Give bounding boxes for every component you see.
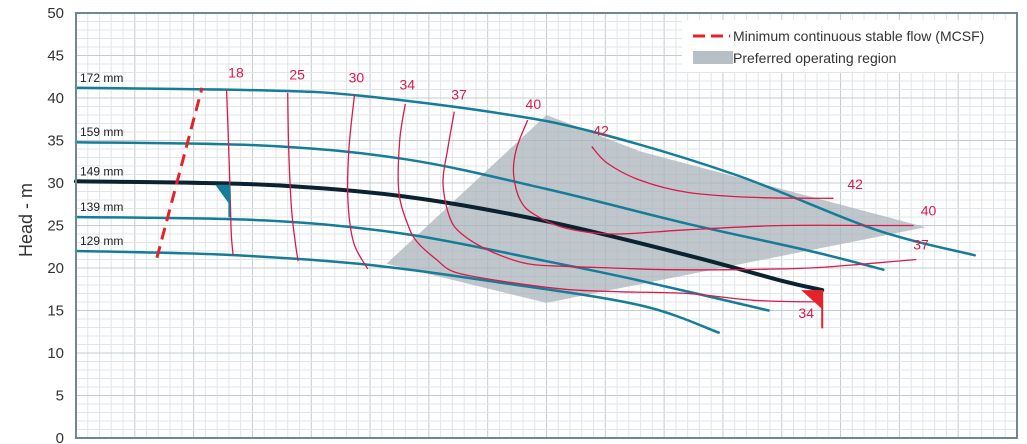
y-tick-label: 0 xyxy=(56,430,64,444)
legend-background xyxy=(682,20,1016,72)
impeller-curve-139-mm xyxy=(74,215,770,312)
y-tick-label: 5 xyxy=(56,388,64,405)
y-axis: 0 5 10 15 20 25 30 35 40 45 50 xyxy=(47,5,64,444)
efficiency-label-40: 40 xyxy=(526,96,542,112)
legend-region-label: Preferred operating region xyxy=(733,50,896,66)
efficiency-contour-40 xyxy=(512,119,914,235)
impeller-curve-172-mm xyxy=(74,86,976,257)
curve-label-172-mm: 172 mm xyxy=(80,71,123,85)
efficiency-contour-25 xyxy=(287,92,299,262)
efficiency-label-40: 40 xyxy=(921,202,937,218)
y-tick-label: 35 xyxy=(47,133,64,150)
efficiency-label-34: 34 xyxy=(399,77,415,93)
efficiency-label-37: 37 xyxy=(913,236,929,252)
efficiency-label-30: 30 xyxy=(349,70,365,86)
efficiency-label-42: 42 xyxy=(847,176,863,192)
efficiency-label-37: 37 xyxy=(451,87,467,103)
legend: Minimum continuous stable flow (MCSF) Pr… xyxy=(682,20,1016,72)
plot-frame xyxy=(75,12,1018,439)
y-tick-label: 40 xyxy=(47,90,64,107)
y-tick-label: 45 xyxy=(47,48,64,65)
efficiency-contour-34 xyxy=(397,103,820,303)
curve-label-159-mm: 159 mm xyxy=(80,125,123,139)
y-axis-title: Head - m xyxy=(16,183,36,257)
efficiency-label-18: 18 xyxy=(228,65,244,81)
y-tick-label: 25 xyxy=(47,218,64,235)
efficiency-contours-layer xyxy=(225,90,917,303)
labels-layer: 172 mm 159 mm 149 mm 139 mm 129 mm 18 25 30 34 37… xyxy=(80,65,937,322)
mcsf-flag-marker xyxy=(215,184,230,205)
impeller-curve-159-mm xyxy=(74,140,885,271)
efficiency-contour-37 xyxy=(442,111,917,271)
y-tick-label: 20 xyxy=(47,260,64,277)
impeller-curve-129-mm xyxy=(74,249,720,334)
efficiency-contour-30 xyxy=(346,94,369,270)
efficiency-label-34: 34 xyxy=(798,305,814,321)
y-tick-label: 10 xyxy=(47,345,64,362)
curve-label-139-mm: 139 mm xyxy=(80,200,123,214)
y-tick-label: 15 xyxy=(47,303,64,320)
legend-mcsf-label: Minimum continuous stable flow (MCSF) xyxy=(733,28,984,44)
y-tick-label: 30 xyxy=(47,175,64,192)
markers-layer xyxy=(215,184,824,329)
efficiency-label-25: 25 xyxy=(289,66,305,82)
mcsf-line xyxy=(155,87,204,259)
mcsf-layer xyxy=(155,87,204,259)
y-tick-label: 50 xyxy=(47,5,64,22)
curve-label-129-mm: 129 mm xyxy=(80,234,123,248)
curve-label-149-mm: 149 mm xyxy=(80,164,123,178)
impeller-curve-149-mm xyxy=(74,179,825,293)
impeller-curves-layer xyxy=(74,86,976,334)
efficiency-label-42: 42 xyxy=(593,122,609,138)
legend-region-swatch xyxy=(693,51,733,64)
duty-point-marker xyxy=(801,290,823,310)
efficiency-contour-42 xyxy=(591,146,834,199)
